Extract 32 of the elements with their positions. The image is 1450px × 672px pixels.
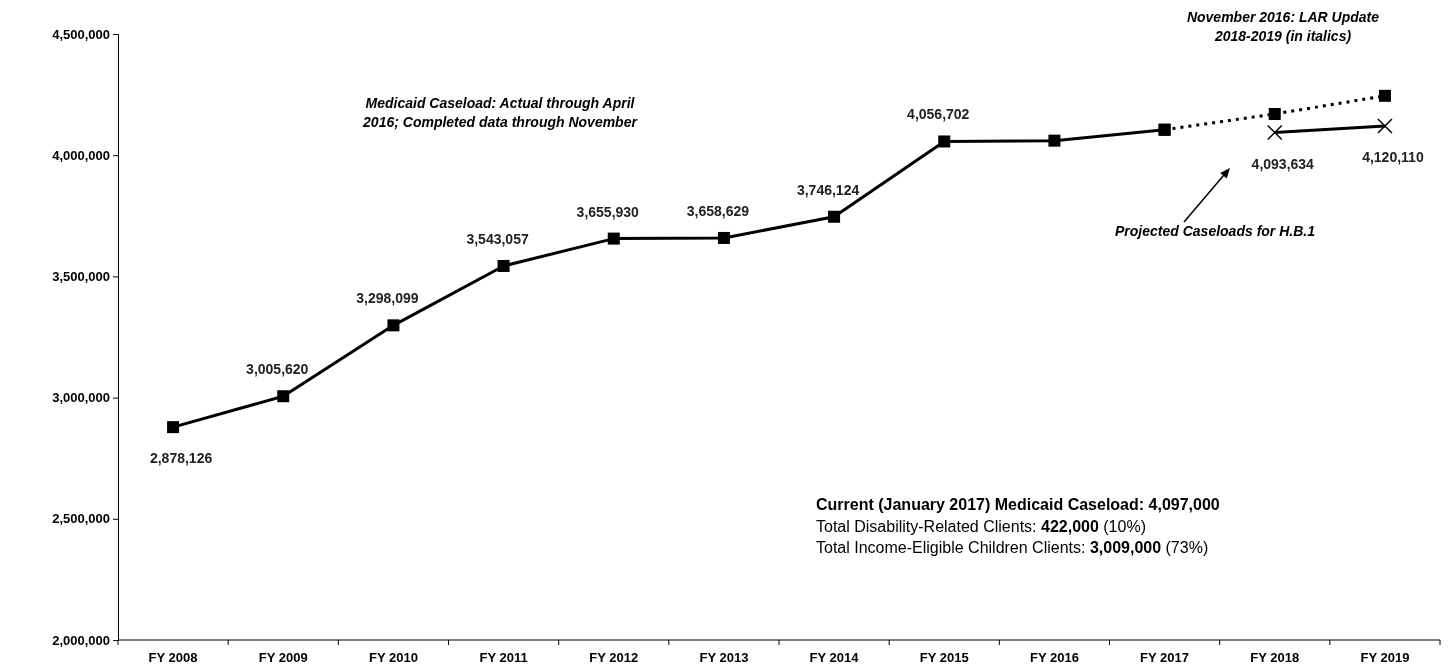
- y-tick-label: 3,500,000: [52, 269, 110, 285]
- data-label: 3,658,629: [686, 202, 750, 219]
- x-tick-label: FY 2019: [1360, 650, 1410, 665]
- x-tick-label: FY 2011: [479, 650, 528, 665]
- x-tick-label: FY 2012: [589, 650, 639, 665]
- data-label: 3,655,930: [576, 203, 640, 220]
- y-tick-label: 2,000,000: [52, 632, 110, 648]
- x-tick-label: FY 2009: [258, 650, 308, 665]
- annotation: Current (January 2017) Medicaid Caseload: 4,097,000 Total Disability-Related Clients: 422,000 (10%) Total Income-Eligible Children Clients: 3,009,000 (73%): [816, 496, 1220, 557]
- data-label: 3,746,124: [796, 181, 860, 198]
- y-tick-label: 4,500,000: [52, 26, 110, 42]
- annotation: November 2016: LAR Update 2018-2019 (in italics): [1186, 9, 1380, 44]
- x-tick-label: FY 2014: [809, 650, 860, 665]
- y-tick-label: 3,000,000: [52, 390, 110, 406]
- x-tick-label: FY 2010: [368, 650, 418, 665]
- data-label: 3,298,099: [356, 290, 419, 307]
- y-tick-label: 4,000,000: [52, 147, 110, 163]
- data-label: 3,005,620: [246, 361, 309, 378]
- x-tick-label: FY 2013: [699, 650, 749, 665]
- x-tick-label: FY 2018: [1250, 650, 1300, 665]
- x-tick-label: FY 2015: [919, 650, 969, 665]
- data-label: 4,120,110: [1362, 149, 1424, 166]
- annotation: Projected Caseloads for H.B.1: [1115, 223, 1316, 239]
- x-tick-label: FY 2008: [148, 650, 198, 665]
- annotation: Medicaid Caseload: Actual through April 2016; Completed data through November: [362, 95, 639, 130]
- data-label: 3,543,057: [466, 230, 529, 247]
- data-label: 2,878,126: [149, 450, 213, 467]
- data-label: 4,056,702: [907, 106, 970, 123]
- y-tick-label: 2,500,000: [52, 511, 110, 527]
- x-tick-label: FY 2017: [1140, 650, 1190, 665]
- x-tick-label: FY 2016: [1029, 650, 1079, 665]
- data-label: 4,093,634: [1251, 155, 1315, 172]
